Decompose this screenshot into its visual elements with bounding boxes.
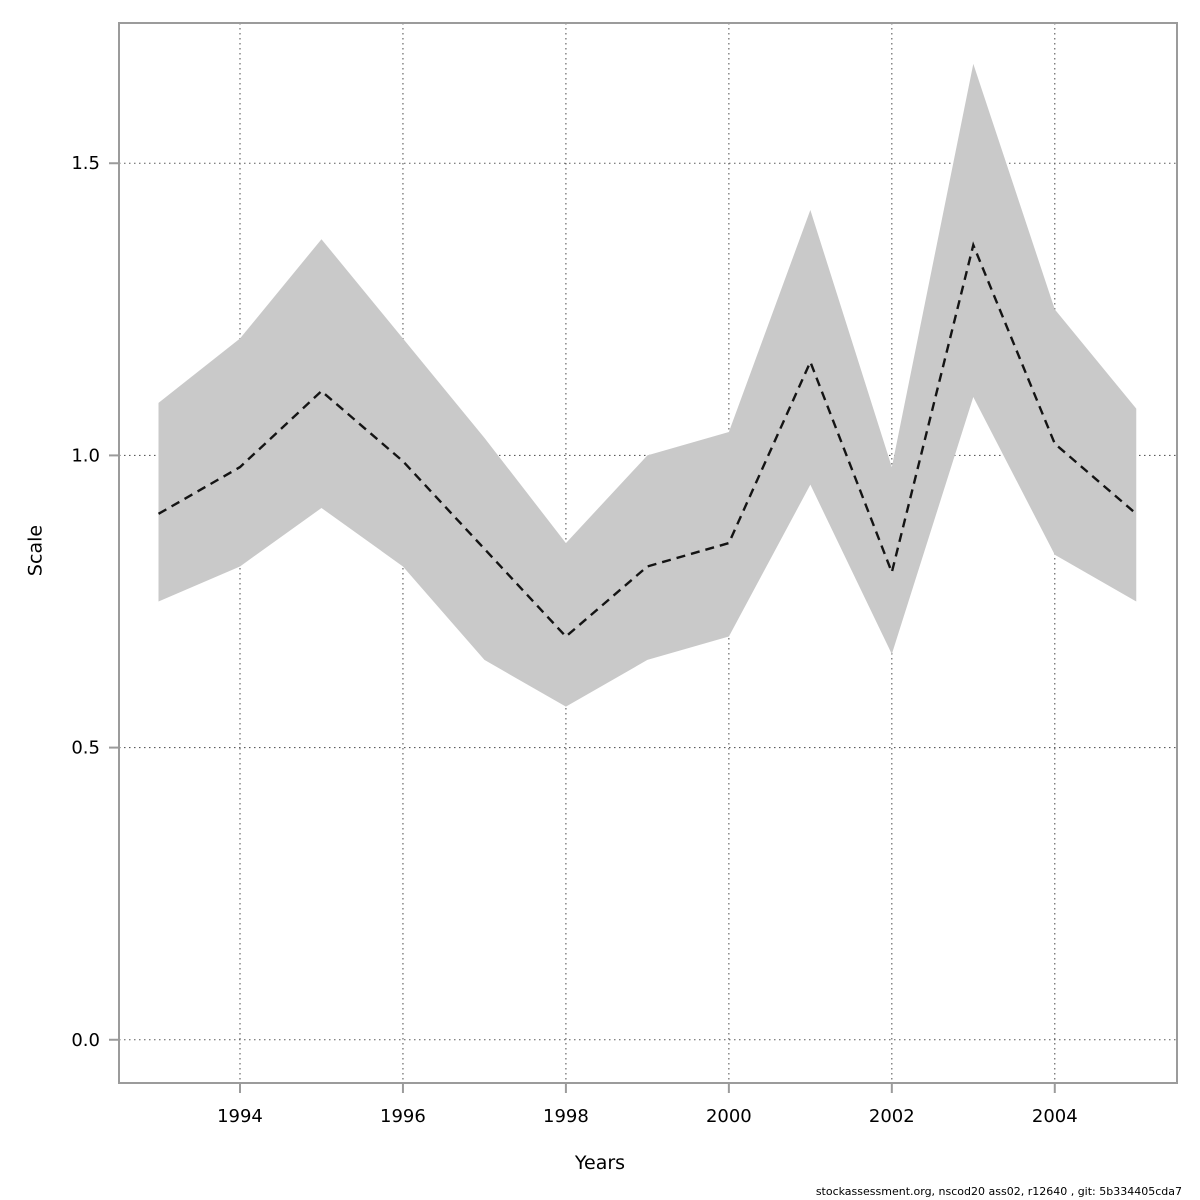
x-axis-title: Years <box>574 1152 626 1174</box>
plot-frame <box>118 22 1178 1084</box>
confidence-band <box>158 63 1137 707</box>
x-tick-label: 2004 <box>1032 1106 1078 1127</box>
y-tick-label: 0.0 <box>71 1030 100 1051</box>
x-tick-label: 2002 <box>869 1106 915 1127</box>
y-tick-label: 0.5 <box>71 738 100 759</box>
y-tick-label: 1.5 <box>71 153 100 174</box>
x-tick-label: 2000 <box>706 1106 752 1127</box>
watermark-text: stockassessment.org, nscod20 ass02, r126… <box>815 1185 1182 1198</box>
x-tick-label: 1996 <box>380 1106 426 1127</box>
x-tick-label: 1994 <box>217 1106 263 1127</box>
y-axis-title: Scale <box>24 524 47 577</box>
estimate-line <box>157 241 1138 639</box>
y-tick-label: 1.0 <box>71 445 100 466</box>
x-tick-label: 1998 <box>543 1106 589 1127</box>
